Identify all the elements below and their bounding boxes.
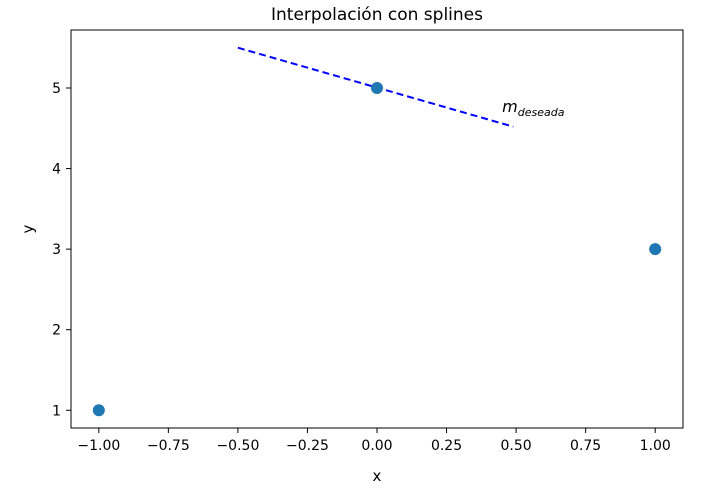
- y-axis-label: y: [19, 224, 37, 233]
- plot-area: [70, 29, 684, 429]
- x-tick-label: 0.75: [570, 438, 601, 454]
- x-tick-label: −0.25: [286, 438, 329, 454]
- annotation-m-deseada: mdeseada: [502, 97, 565, 119]
- y-tick-label: 2: [52, 323, 61, 339]
- data-point: [92, 404, 105, 417]
- x-tick-label: 0.25: [431, 438, 462, 454]
- annotation-m: m: [502, 97, 518, 116]
- x-tick-label: −0.50: [216, 438, 259, 454]
- x-axis-label: x: [373, 467, 382, 485]
- data-point: [371, 82, 383, 95]
- annotation-subscript: deseada: [518, 106, 565, 119]
- data-point: [649, 243, 662, 256]
- y-axis-ticks: 1 2 3 4 5: [52, 81, 71, 419]
- x-tick-label: 1.00: [640, 438, 671, 454]
- chart-title: Interpolación con splines: [271, 5, 483, 25]
- y-tick-label: 5: [52, 81, 61, 97]
- y-tick-label: 4: [52, 162, 61, 178]
- x-axis-ticks: −1.00 −0.75 −0.50 −0.25 0.00 0.25 0.50 0.75 1.00: [77, 428, 671, 454]
- y-tick-label: 1: [52, 403, 61, 419]
- x-tick-label: 0.00: [361, 438, 392, 454]
- x-tick-label: 0.50: [501, 438, 532, 454]
- x-tick-label: −0.75: [147, 438, 190, 454]
- x-tick-label: −1.00: [77, 438, 120, 454]
- y-tick-label: 3: [52, 242, 61, 258]
- data-points: [92, 82, 662, 417]
